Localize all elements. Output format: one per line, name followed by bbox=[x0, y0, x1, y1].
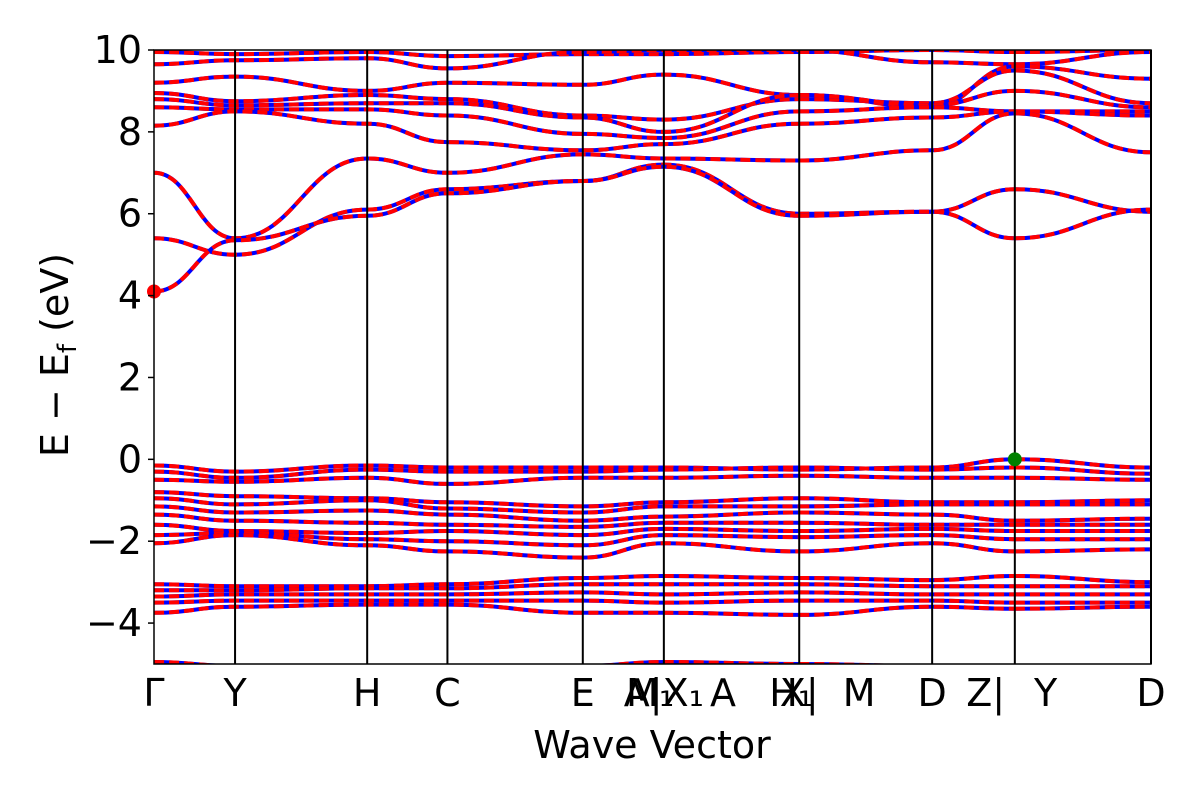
y-tick-label: −4 bbox=[86, 601, 142, 645]
x-tick-label: D bbox=[1136, 671, 1165, 715]
x-tick-label: M₁ bbox=[626, 671, 674, 715]
x-tick-label: A bbox=[710, 671, 736, 715]
y-axis-label: E − Ef (eV) bbox=[33, 253, 83, 457]
band-line-down bbox=[154, 109, 1151, 153]
x-tick-label: E bbox=[571, 671, 595, 715]
x-tick-label: D bbox=[918, 671, 947, 715]
plot-frame bbox=[153, 49, 1152, 665]
vbm-marker bbox=[1007, 452, 1022, 467]
x-axis-label: Wave Vector bbox=[533, 723, 771, 767]
x-tick-label: X| bbox=[780, 671, 819, 716]
y-tick-label: 10 bbox=[94, 28, 142, 72]
x-tick-label: Y bbox=[222, 671, 247, 715]
band-line-down bbox=[154, 68, 1151, 122]
x-ticks: Γ Y H C E M₁A|X₁ A H₁X| M D Z| Y D bbox=[143, 671, 1165, 716]
plot-background bbox=[154, 50, 1151, 664]
x-tick-label: Y bbox=[1033, 671, 1058, 715]
y-tick-label: 8 bbox=[118, 110, 142, 154]
x-tick-label: A|X₁ bbox=[624, 671, 704, 716]
x-tick-label: H bbox=[353, 671, 382, 715]
y-tick-label: 6 bbox=[118, 192, 142, 236]
band-line-down bbox=[154, 659, 933, 664]
plot-area bbox=[154, 50, 1151, 664]
y-tick-label: −2 bbox=[86, 519, 142, 563]
x-tick-label: C bbox=[434, 671, 461, 715]
y-tick-label: 4 bbox=[118, 274, 142, 318]
x-tick-label: H₁ bbox=[769, 671, 813, 715]
x-tick-label: M bbox=[843, 671, 876, 715]
x-tick-label: Z| bbox=[966, 671, 1005, 716]
y-tick-label: 2 bbox=[118, 355, 142, 399]
y-ticks: 10 8 6 4 2 0 −2 −4 bbox=[86, 28, 154, 645]
y-tick-label: 0 bbox=[118, 437, 142, 481]
x-tick-label: Γ bbox=[143, 671, 164, 715]
